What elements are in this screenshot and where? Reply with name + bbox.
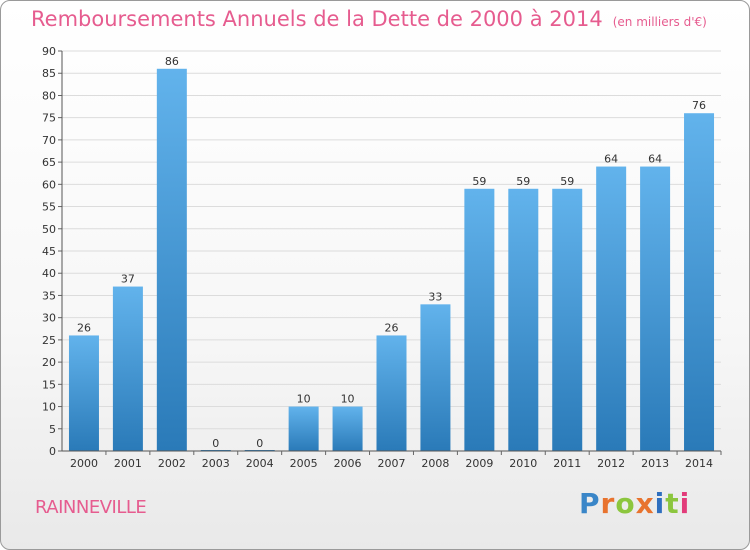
logo-letter: x <box>635 487 655 520</box>
x-tick-label-2011: 2011 <box>553 457 581 470</box>
x-tick-label-2013: 2013 <box>641 457 669 470</box>
x-tick-label-2009: 2009 <box>465 457 493 470</box>
x-tick-label-2003: 2003 <box>202 457 230 470</box>
bar-2006 <box>332 406 363 451</box>
data-label-2005: 10 <box>297 393 311 406</box>
y-tick-label: 20 <box>42 356 56 369</box>
y-tick-label: 10 <box>42 401 56 414</box>
y-tick-label: 80 <box>42 89 56 102</box>
y-tick-label: 75 <box>42 112 56 125</box>
data-label-2013: 64 <box>648 153 662 166</box>
chart-unit: (en milliers d'€) <box>612 15 707 29</box>
proxiti-logo: Proxiti <box>579 487 690 520</box>
x-tick-label-2006: 2006 <box>334 457 362 470</box>
y-tick-label: 55 <box>42 201 56 214</box>
y-tick-label: 90 <box>42 45 56 58</box>
data-label-2007: 26 <box>385 321 399 334</box>
x-tick-label-2012: 2012 <box>597 457 625 470</box>
logo-letter: o <box>615 487 636 520</box>
data-label-2011: 59 <box>560 175 574 188</box>
data-label-2002: 86 <box>165 55 179 68</box>
bar-2005 <box>288 406 319 451</box>
y-tick-label: 85 <box>42 67 56 80</box>
x-tick-label-2000: 2000 <box>70 457 98 470</box>
y-tick-label: 65 <box>42 156 56 169</box>
commune-name: RAINNEVILLE <box>35 497 147 518</box>
y-tick-label: 50 <box>42 223 56 236</box>
x-tick-label-2001: 2001 <box>114 457 142 470</box>
bar-2012 <box>596 166 627 452</box>
data-label-2008: 33 <box>428 290 442 303</box>
x-tick-label-2010: 2010 <box>509 457 537 470</box>
data-label-2000: 26 <box>77 321 91 334</box>
bar-2010 <box>508 188 539 451</box>
axes: 0 5 10 15 20 25 30 35 40 45 50 55 60 65 70 75 80 85 90 2000… <box>42 45 722 470</box>
data-label-2012: 64 <box>604 153 618 166</box>
data-label-2003: 0 <box>212 437 219 450</box>
chart-title: Remboursements Annuels de la Dette de 20… <box>31 7 707 31</box>
x-tick-label-2008: 2008 <box>421 457 449 470</box>
data-label-2004: 0 <box>256 437 263 450</box>
x-tick-label-2002: 2002 <box>158 457 186 470</box>
data-label-2010: 59 <box>516 175 530 188</box>
y-tick-label: 25 <box>42 334 56 347</box>
bar-2011 <box>552 188 583 451</box>
bar-2007 <box>376 335 407 451</box>
chart-title-text: Remboursements Annuels de la Dette de 20… <box>31 7 603 31</box>
data-label-2014: 76 <box>692 99 706 112</box>
bars: 26 37 86 0 0 10 10 26 33 59 59 59 64 64 76 <box>68 55 715 452</box>
bar-2009 <box>464 188 495 451</box>
logo-letter: i <box>679 487 691 520</box>
y-tick-label: 70 <box>42 134 56 147</box>
data-label-2006: 10 <box>341 393 355 406</box>
data-label-2009: 59 <box>472 175 486 188</box>
y-tick-label: 60 <box>42 178 56 191</box>
y-tick-label: 35 <box>42 289 56 302</box>
y-tick-label: 5 <box>49 423 56 436</box>
y-tick-label: 0 <box>49 445 56 458</box>
y-tick-label: 45 <box>42 245 56 258</box>
bar-2008 <box>420 304 451 451</box>
bar-2000 <box>68 335 99 451</box>
x-tick-label-2005: 2005 <box>290 457 318 470</box>
logo-letter: t <box>665 487 680 520</box>
x-tick-label-2014: 2014 <box>685 457 713 470</box>
y-tick-label: 40 <box>42 267 56 280</box>
bar-2014 <box>684 113 715 451</box>
x-tick-label-2007: 2007 <box>378 457 406 470</box>
logo-letter: i <box>654 487 666 520</box>
bar-2013 <box>640 166 671 452</box>
y-tick-label: 30 <box>42 312 56 325</box>
bar-2002 <box>156 68 187 452</box>
bar-2001 <box>112 286 143 451</box>
logo-letter: r <box>600 487 616 520</box>
data-label-2001: 37 <box>121 273 135 286</box>
x-tick-label-2004: 2004 <box>246 457 274 470</box>
y-tick-label: 15 <box>42 378 56 391</box>
logo-letter: P <box>579 487 601 520</box>
